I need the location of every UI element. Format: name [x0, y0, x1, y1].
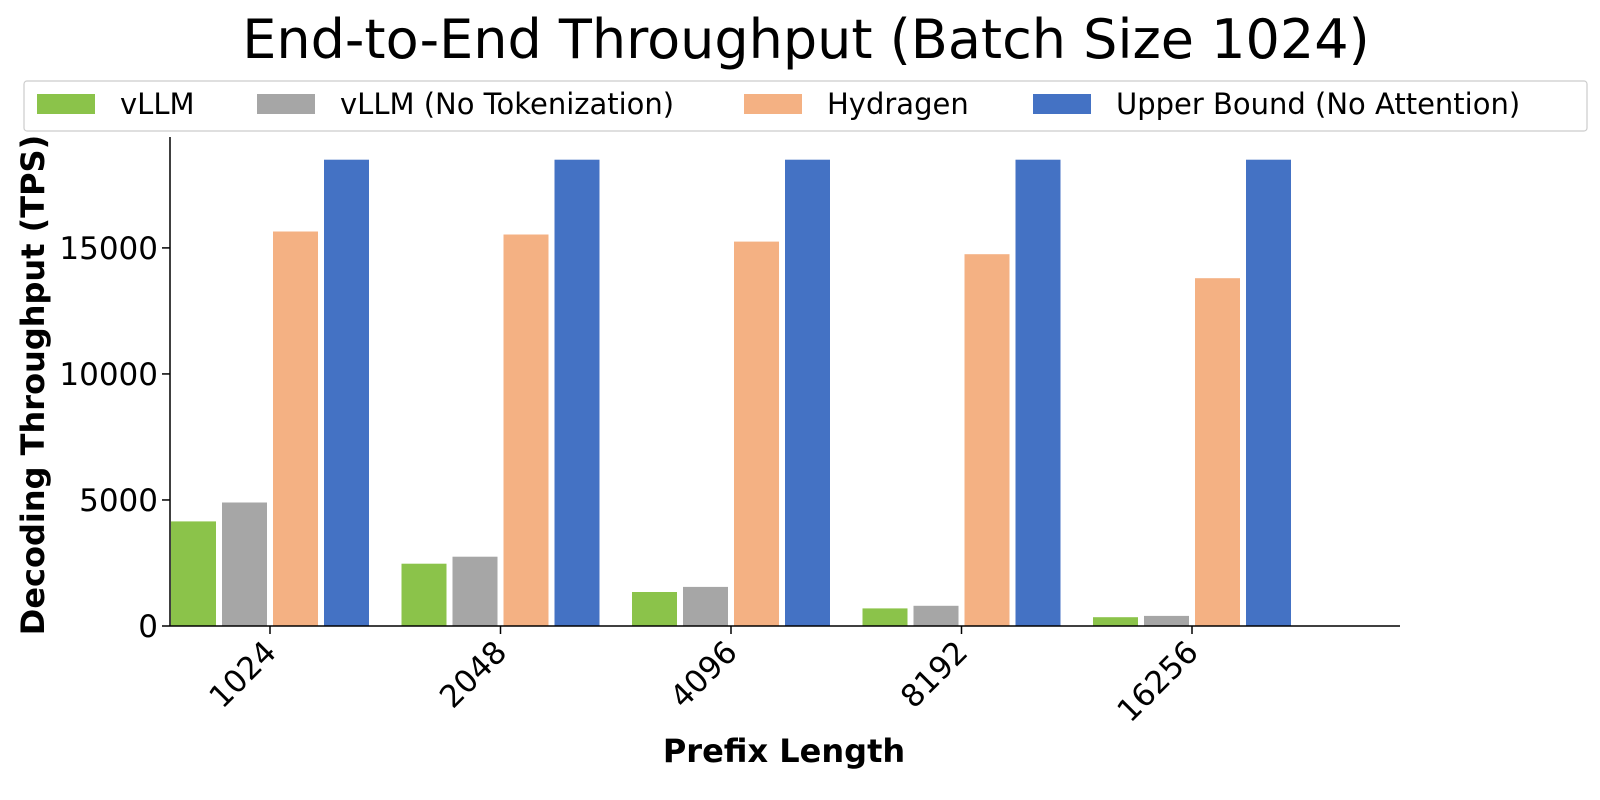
x-tick-label: 1024	[202, 634, 283, 715]
legend-label: Upper Bound (No Attention)	[1116, 87, 1520, 121]
y-axis-label: Decoding Throughput (TPS)	[14, 135, 52, 635]
bar-vllm-no-tokenization-4096	[683, 586, 728, 626]
y-tick-label: 15000	[59, 231, 158, 267]
bar-upper-bound-no-attention-1024	[324, 159, 369, 626]
bar-hydragen-16256	[1195, 278, 1240, 626]
y-tick-label: 5000	[79, 483, 158, 519]
legend-label: vLLM (No Tokenization)	[340, 87, 674, 121]
bar-hydragen-4096	[734, 241, 779, 626]
bar-vllm-8192	[862, 608, 908, 626]
bar-vllm-no-tokenization-16256	[1144, 615, 1189, 626]
bar-upper-bound-no-attention-16256	[1246, 159, 1291, 626]
x-tick-label: 2048	[433, 634, 514, 715]
legend-label: vLLM	[120, 87, 195, 121]
legend-label: Hydragen	[827, 87, 969, 121]
bar-hydragen-2048	[503, 234, 549, 626]
legend-swatch	[744, 94, 802, 114]
x-tick-label: 8192	[894, 634, 975, 715]
bar-vllm-no-tokenization-1024	[222, 502, 267, 626]
chart-title: End-to-End Throughput (Batch Size 1024)	[242, 8, 1369, 71]
bar-vllm-1024	[171, 521, 216, 626]
y-tick-label: 0	[138, 609, 158, 645]
y-tick-label: 10000	[59, 357, 158, 393]
bar-vllm-4096	[632, 592, 677, 626]
bar-vllm-2048	[401, 563, 447, 626]
bar-vllm-no-tokenization-8192	[913, 605, 959, 626]
legend-swatch	[37, 94, 95, 114]
legend-swatch	[257, 94, 315, 114]
bar-upper-bound-no-attention-4096	[785, 159, 830, 626]
x-tick-label: 16256	[1110, 634, 1205, 729]
bar-hydragen-1024	[273, 231, 318, 626]
bar-vllm-no-tokenization-2048	[452, 556, 498, 626]
legend: vLLM vLLM (No Tokenization) Hydragen Upper …	[23, 80, 1588, 132]
legend-swatch	[1033, 94, 1091, 114]
plot-area: 1024 2048 4096 8192 16256 0 5000 10000 15000	[59, 159, 1291, 729]
x-tick-label: 4096	[663, 634, 744, 715]
bar-upper-bound-no-attention-8192	[1015, 159, 1061, 626]
bar-vllm-16256	[1093, 617, 1138, 626]
bar-hydragen-8192	[964, 254, 1010, 626]
legend-frame	[23, 80, 1588, 132]
bar-upper-bound-no-attention-2048	[554, 159, 600, 626]
x-axis-label: Prefix Length	[663, 732, 905, 770]
